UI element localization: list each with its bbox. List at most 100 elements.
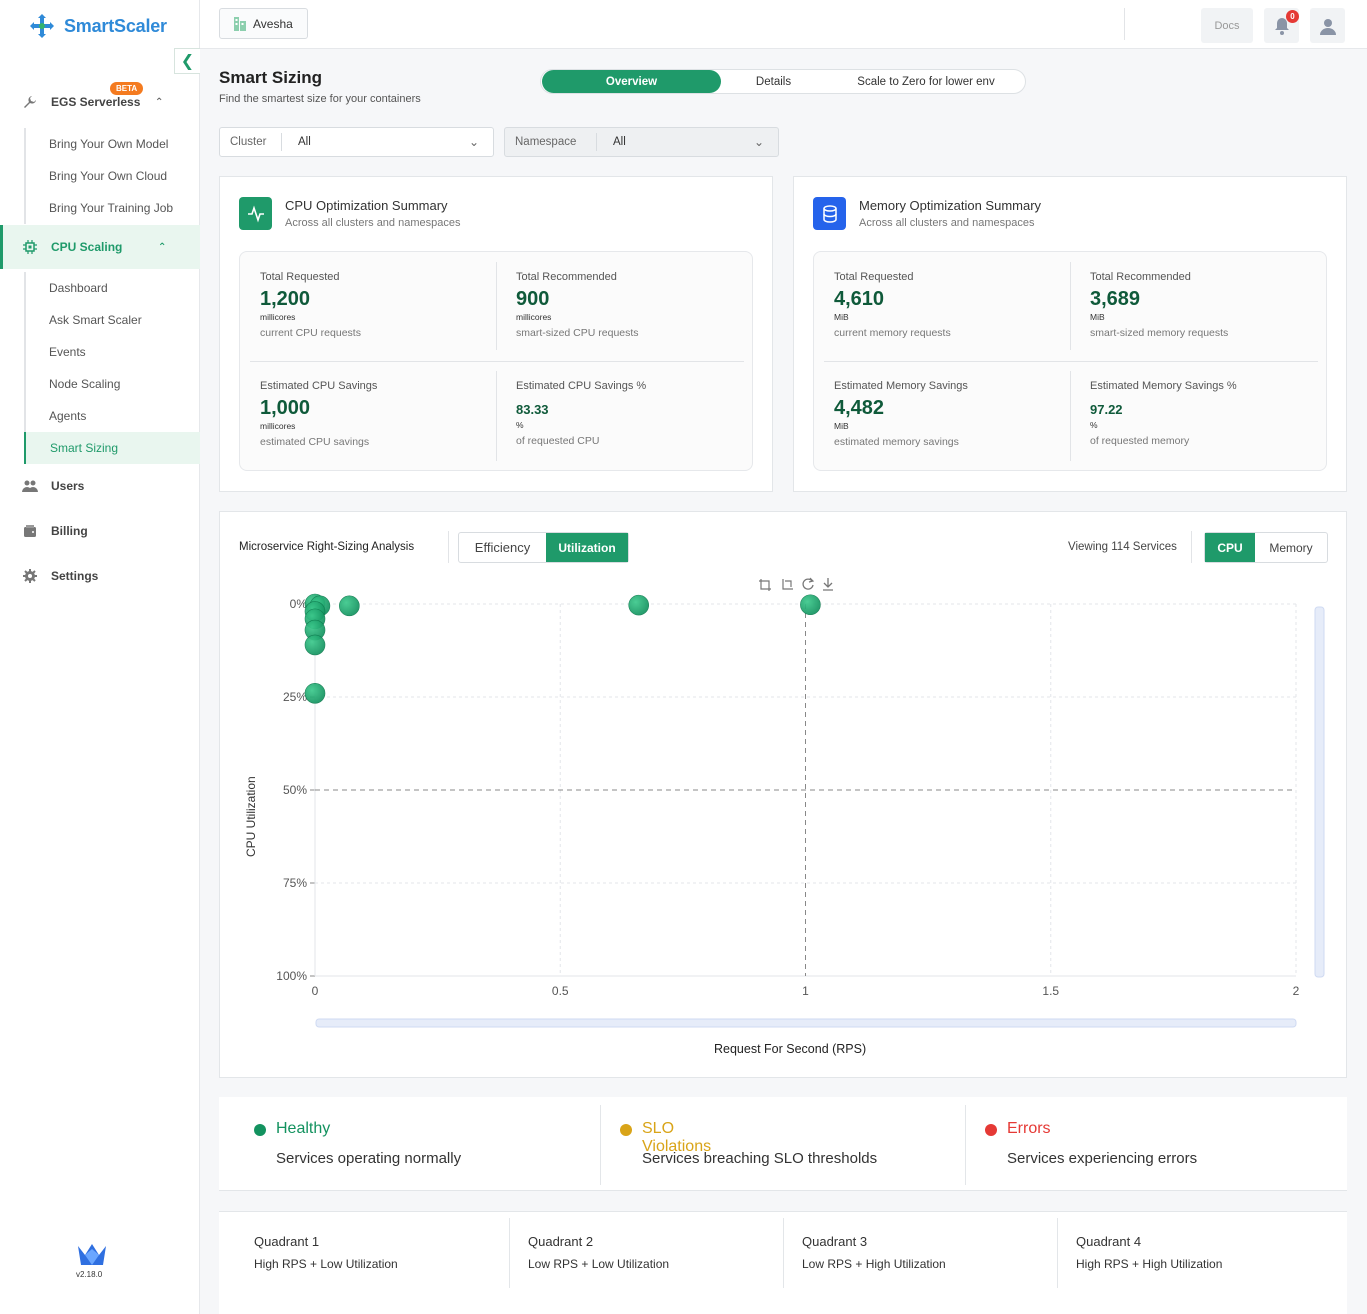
divider	[1191, 531, 1192, 563]
page-subtitle: Find the smartest size for your containe…	[219, 93, 421, 105]
sidebar-item-bring-your-training-job[interactable]: Bring Your Training Job	[49, 201, 174, 215]
sidebar-item-bring-your-own-model[interactable]: Bring Your Own Model	[49, 137, 169, 151]
x-zoom-slider[interactable]	[315, 1018, 1297, 1028]
x-tick-label: 2	[1293, 984, 1300, 998]
legend-desc: Services experiencing errors	[1007, 1150, 1198, 1167]
docs-button[interactable]: Docs	[1201, 8, 1253, 43]
sidebar-item-ask-smart-scaler[interactable]: Ask Smart Scaler	[49, 313, 142, 327]
metric-unit: %	[516, 420, 524, 430]
metric-estimated-savings-percent: Estimated CPU Savings % 83.33 % of reque…	[516, 380, 756, 447]
sidebar-group-users[interactable]: Users	[0, 464, 200, 508]
sidebar-group-label: CPU Scaling	[51, 240, 123, 254]
quadrant-title: Quadrant 2	[528, 1234, 594, 1249]
card-subtitle: Across all clusters and namespaces	[859, 217, 1035, 229]
divider	[496, 371, 497, 461]
user-menu-button[interactable]	[1310, 8, 1345, 43]
metric-total-requested: Total Requested 4,610 MiB current memory…	[834, 271, 1074, 339]
view-tabs: Overview Details Scale to Zero for lower…	[540, 69, 1026, 94]
sidebar-group-billing[interactable]: Billing	[0, 509, 200, 553]
metric-total-recommended: Total Recommended 3,689 MiB smart-sized …	[1090, 271, 1330, 339]
metric-label: Estimated CPU Savings	[260, 380, 378, 392]
metric-value: 83.33	[516, 402, 549, 417]
sidebar-item-smart-sizing[interactable]: Smart Sizing	[24, 432, 200, 464]
metric-estimated-savings-percent: Estimated Memory Savings % 97.22 % of re…	[1090, 380, 1330, 447]
metric-desc: current CPU requests	[260, 327, 361, 339]
chart-title: Microservice Right-Sizing Analysis	[239, 541, 415, 553]
app-name: SmartScaler	[64, 15, 167, 36]
cpu-tab[interactable]: CPU	[1205, 533, 1255, 562]
metric-unit: %	[1090, 420, 1098, 430]
database-icon	[813, 197, 846, 230]
metric-unit: MiB	[1090, 312, 1105, 322]
sidebar-item-agents[interactable]: Agents	[49, 409, 87, 423]
y-tick-label: 50%	[283, 783, 307, 797]
metric-label: Total Requested	[834, 271, 914, 283]
avesha-crown-logo-icon	[78, 1244, 106, 1265]
tool-icon	[22, 94, 38, 110]
quadrant-title: Quadrant 4	[1076, 1234, 1142, 1249]
sidebar-item-node-scaling[interactable]: Node Scaling	[49, 377, 121, 391]
notifications-button[interactable]: 0	[1264, 8, 1299, 43]
metric-label: Total Requested	[260, 271, 340, 283]
chevron-down-icon: ⌄	[468, 135, 479, 149]
slo-dot-icon	[620, 1124, 632, 1136]
page-title: Smart Sizing	[219, 68, 322, 87]
y-tick-label: 0%	[290, 597, 308, 611]
memory-tab[interactable]: Memory	[1269, 540, 1313, 555]
app-version: v2.18.0	[76, 1270, 103, 1279]
collapse-sidebar-button[interactable]: ❮	[174, 48, 200, 74]
utilization-tab[interactable]: Utilization	[546, 533, 628, 562]
refresh-icon[interactable]	[802, 577, 815, 590]
quadrant-desc: High RPS + High Utilization	[1076, 1257, 1223, 1271]
service-data-point[interactable]	[628, 594, 650, 616]
tab-scale-to-zero[interactable]: Scale to Zero for lower env	[857, 75, 995, 88]
metric-unit: millicores	[260, 312, 296, 322]
cluster-value: All	[298, 136, 311, 148]
service-data-point[interactable]	[339, 595, 360, 617]
sidebar-group-settings[interactable]: Settings	[0, 554, 200, 598]
chart-toolbox	[759, 577, 833, 591]
metric-desc: smart-sized memory requests	[1090, 327, 1229, 339]
utilization-scatter-chart: 0% 25% 50% 75% 100% 0 0.5 1 1.5 2	[276, 577, 1325, 1028]
tab-details[interactable]: Details	[755, 75, 792, 88]
efficiency-tab[interactable]: Efficiency	[474, 540, 531, 555]
metric-unit: millicores	[516, 312, 552, 322]
service-data-point[interactable]	[800, 594, 821, 616]
topbar-divider	[1124, 8, 1125, 40]
metric-unit: MiB	[834, 312, 849, 322]
sidebar-item-bring-your-own-cloud[interactable]: Bring Your Own Cloud	[49, 169, 168, 183]
sidebar-item-dashboard[interactable]: Dashboard	[49, 281, 108, 295]
cpu-metrics-grid: Total Requested 1,200 millicores current…	[239, 251, 753, 471]
sidebar-group-cpu-scaling[interactable]: CPU Scaling ⌃	[0, 225, 200, 269]
wallet-icon	[22, 523, 38, 539]
quadrant-legend: Quadrant 1 High RPS + Low Utilization Qu…	[219, 1211, 1347, 1314]
metric-label: Total Recommended	[516, 271, 617, 283]
bell-icon	[1274, 17, 1289, 35]
y-zoom-slider[interactable]	[1314, 606, 1325, 978]
service-data-point[interactable]	[304, 634, 326, 656]
divider	[250, 361, 744, 362]
namespace-select[interactable]: Namespace All ⌄	[504, 127, 779, 157]
healthy-dot-icon	[254, 1124, 266, 1136]
zoom-reset-icon[interactable]	[782, 579, 793, 590]
tab-overview[interactable]: Overview	[542, 70, 721, 93]
org-name: Avesha	[253, 16, 293, 31]
quadrant-4: Quadrant 4 High RPS + High Utilization	[1041, 1212, 1291, 1292]
cluster-select[interactable]: Cluster All ⌄	[219, 127, 494, 157]
zoom-icon[interactable]	[759, 579, 771, 591]
x-axis-ticks: 0 0.5 1 1.5 2	[312, 984, 1300, 998]
chart-points	[304, 593, 821, 704]
download-icon[interactable]	[823, 578, 833, 591]
submenu-rail	[24, 272, 26, 464]
divider	[509, 1218, 510, 1288]
service-data-point[interactable]	[304, 682, 326, 704]
divider	[448, 531, 449, 563]
app-logo[interactable]: SmartScaler	[28, 12, 167, 40]
quadrant-title: Quadrant 1	[254, 1234, 320, 1249]
sidebar-item-events[interactable]: Events	[49, 345, 86, 359]
metric-value: 900	[516, 288, 550, 310]
quadrant-desc: Low RPS + Low Utilization	[528, 1257, 670, 1271]
org-switcher-button[interactable]: Avesha	[219, 8, 308, 39]
sidebar-group-egs-serverless[interactable]: EGS Serverless BETA ⌃	[0, 80, 200, 124]
metric-desc: smart-sized CPU requests	[516, 327, 639, 339]
